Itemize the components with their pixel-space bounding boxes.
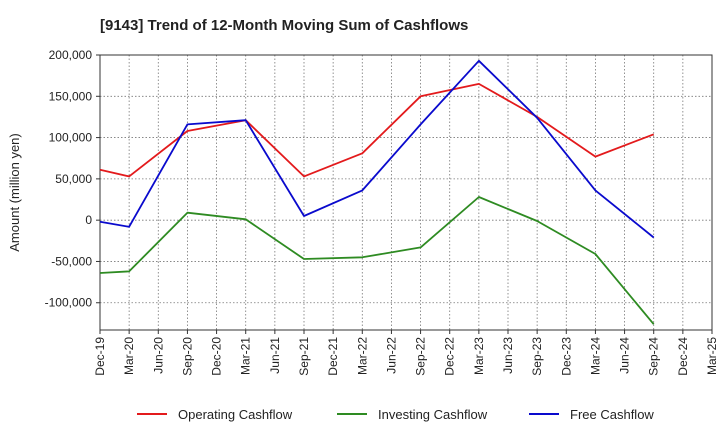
x-tick-label: Dec-21	[326, 337, 340, 376]
x-tick-label: Jun-22	[384, 337, 398, 374]
x-axis-ticks: Dec-19 Mar-20 Jun-20 Sep-20 Dec-20 Mar-21 Jun-…	[93, 330, 719, 376]
x-tick-label: Mar-25	[705, 337, 719, 375]
y-tick-label: 100,000	[49, 131, 93, 145]
x-tick-label: Mar-24	[588, 337, 602, 375]
chart-title: [9143] Trend of 12-Month Moving Sum of C…	[100, 17, 468, 34]
x-tick-label: Dec-22	[443, 337, 457, 376]
series-line-2	[99, 196, 655, 325]
x-tick-label: Mar-21	[239, 337, 253, 375]
x-tick-label: Dec-20	[210, 337, 224, 376]
legend: Operating Cashflow Investing Cashflow Free…	[137, 407, 654, 422]
x-tick-label: Dec-19	[93, 337, 107, 376]
grid-lines	[99, 54, 713, 330]
plot-frame	[99, 54, 713, 331]
x-tick-label: Jun-23	[501, 337, 515, 374]
x-tick-label: Mar-20	[122, 337, 136, 375]
x-tick-label: Dec-23	[559, 337, 573, 376]
y-tick-label: -100,000	[45, 296, 93, 310]
legend-label: Investing Cashflow	[378, 407, 488, 422]
y-tick-label: 200,000	[49, 48, 93, 62]
x-tick-label: Sep-23	[530, 337, 544, 376]
y-tick-label: 0	[85, 213, 92, 227]
y-axis-label: Amount (million yen)	[7, 133, 22, 252]
legend-label: Free Cashflow	[570, 407, 654, 422]
series-line-3	[99, 59, 655, 239]
series-lines	[99, 59, 655, 325]
y-tick-label: -50,000	[51, 254, 92, 268]
x-tick-label: Sep-20	[180, 337, 194, 376]
x-tick-label: Sep-21	[297, 337, 311, 376]
x-tick-label: Dec-24	[676, 337, 690, 376]
series-line-1	[99, 83, 655, 178]
y-tick-label: 50,000	[55, 172, 92, 186]
x-tick-label: Mar-22	[355, 337, 369, 375]
x-tick-label: Jun-24	[618, 337, 632, 374]
x-tick-label: Jun-20	[151, 337, 165, 374]
x-tick-label: Jun-21	[268, 337, 282, 374]
x-tick-label: Sep-24	[647, 337, 661, 376]
y-axis-ticks: 200,000 150,000 100,000 50,000 0 -50,000 -100,…	[45, 48, 100, 310]
x-tick-label: Sep-22	[414, 337, 428, 376]
legend-label: Operating Cashflow	[178, 407, 293, 422]
y-tick-label: 150,000	[49, 89, 93, 103]
x-tick-label: Mar-23	[472, 337, 486, 375]
